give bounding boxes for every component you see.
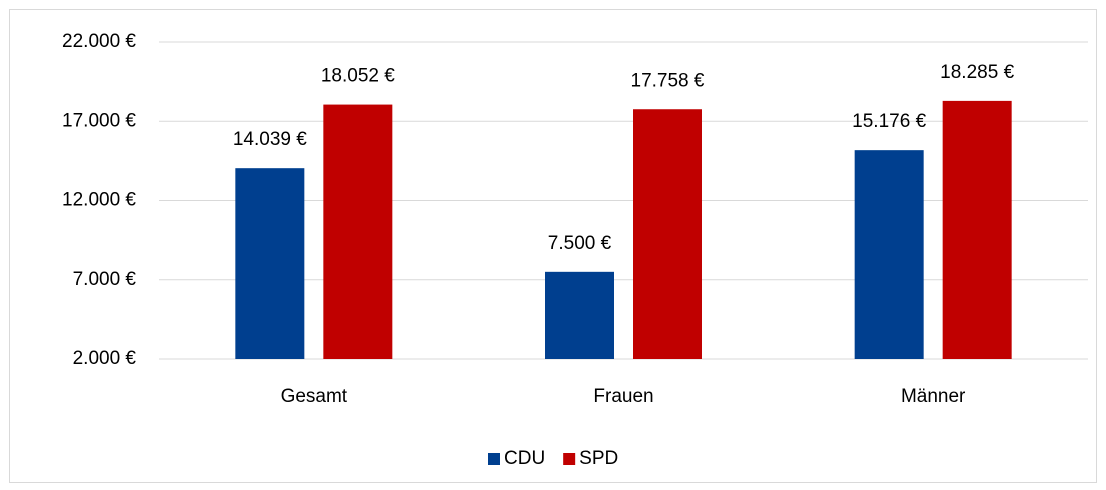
bar — [633, 109, 702, 359]
x-tick-label: Gesamt — [281, 386, 348, 407]
bar — [235, 168, 305, 359]
data-label: 18.052 € — [321, 66, 395, 87]
y-tick-label: 7.000 € — [73, 269, 137, 290]
y-tick-label: 2.000 € — [73, 348, 137, 369]
legend-swatch — [563, 453, 576, 465]
y-tick-label: 17.000 € — [62, 110, 136, 131]
data-label: 18.285 € — [940, 62, 1014, 83]
x-tick-label: Männer — [901, 386, 966, 407]
bar — [942, 100, 1012, 359]
data-label: 14.039 € — [233, 129, 307, 150]
data-label: 7.500 € — [548, 233, 612, 254]
bar — [854, 150, 924, 359]
bar — [323, 104, 393, 359]
x-tick-label: Frauen — [593, 386, 653, 407]
y-tick-label: 12.000 € — [62, 190, 136, 211]
y-tick-label: 22.000 € — [62, 31, 136, 52]
bar — [545, 271, 614, 359]
legend-label: CDU — [504, 448, 545, 469]
data-label: 17.758 € — [631, 70, 705, 91]
data-label: 15.176 € — [852, 111, 926, 132]
legend-swatch — [488, 453, 500, 465]
legend-label: SPD — [579, 448, 618, 469]
